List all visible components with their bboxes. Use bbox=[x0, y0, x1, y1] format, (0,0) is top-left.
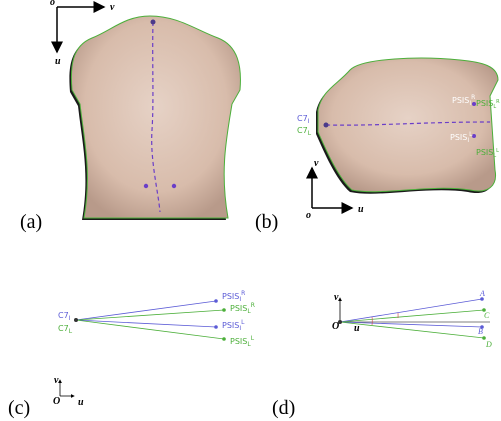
point-label: D bbox=[485, 340, 492, 349]
connector-line bbox=[76, 310, 224, 320]
panel-label: (b) bbox=[255, 211, 278, 233]
axis-label: v bbox=[54, 375, 59, 386]
landmark bbox=[74, 318, 78, 322]
landmark-label: PSISLR bbox=[230, 302, 255, 315]
figure: o v u (a) C7I C7L PSISIR PSISLR PSISIL P… bbox=[0, 0, 501, 421]
connector-line bbox=[340, 310, 484, 322]
panel-label: (d) bbox=[272, 397, 295, 419]
axis-label: u bbox=[358, 204, 364, 215]
torso bbox=[71, 16, 240, 218]
axis-label: u bbox=[354, 323, 360, 334]
connector-lines bbox=[340, 299, 484, 338]
landmark-label: C7L bbox=[297, 126, 312, 137]
point-label: A bbox=[479, 289, 485, 298]
landmark-label: PSISLL bbox=[230, 335, 255, 348]
panel-label: (a) bbox=[20, 211, 42, 233]
panel-d: v O u A C B D (d) bbox=[272, 289, 492, 419]
connector-line bbox=[340, 299, 482, 322]
landmark bbox=[324, 123, 329, 128]
axis-label: v bbox=[334, 292, 339, 303]
landmark bbox=[172, 184, 176, 188]
panel-b: C7I C7L PSISIR PSISLR PSISIL PSISLL o v … bbox=[255, 58, 500, 233]
axis-origin: O bbox=[53, 396, 60, 407]
landmark bbox=[144, 184, 148, 188]
connector-line bbox=[76, 320, 216, 327]
connector-line bbox=[76, 320, 224, 339]
landmark bbox=[472, 134, 476, 138]
axis-origin: o bbox=[50, 0, 55, 8]
axis-origin: O bbox=[332, 321, 339, 332]
landmark bbox=[222, 337, 226, 341]
panel-c: C7I C7L PSISIR PSISLR PSISIL PSISLL O v … bbox=[8, 290, 255, 419]
panel-a: o v u (a) bbox=[20, 0, 240, 233]
landmark-label: C7L bbox=[58, 324, 73, 335]
landmark bbox=[222, 308, 226, 312]
axis-label: v bbox=[314, 158, 319, 169]
landmark bbox=[151, 20, 156, 25]
landmark-label: PSISIL bbox=[222, 319, 245, 332]
axis-label: v bbox=[110, 2, 115, 13]
point-label: B bbox=[478, 327, 483, 336]
connector-line bbox=[76, 301, 216, 320]
torso bbox=[318, 58, 498, 192]
point-label: C bbox=[484, 311, 490, 320]
connector-lines bbox=[76, 301, 224, 339]
landmark-label: C7I bbox=[58, 311, 71, 322]
landmark bbox=[214, 325, 218, 329]
axis-origin: o bbox=[306, 210, 311, 221]
panel-label: (c) bbox=[8, 397, 30, 419]
landmark-label: C7I bbox=[297, 114, 310, 125]
axis-label: u bbox=[78, 397, 84, 408]
axis-label: u bbox=[55, 56, 61, 67]
landmark bbox=[214, 299, 218, 303]
landmark-label: PSISIR bbox=[222, 290, 245, 303]
